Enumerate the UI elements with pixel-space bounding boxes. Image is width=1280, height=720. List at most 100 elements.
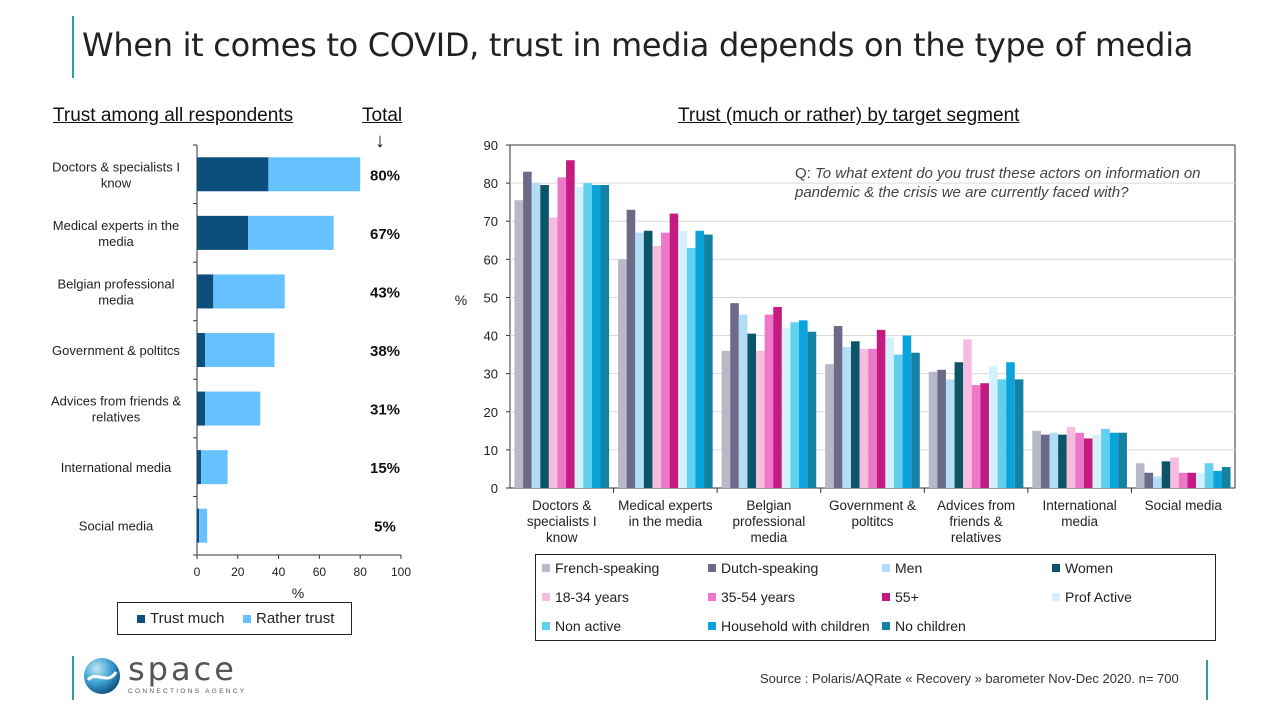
category-label: Doctors & [532,498,591,513]
legend-item: Household with children [708,618,870,634]
bar [1101,428,1110,488]
legend-swatch [1052,593,1060,601]
logo-tagline: CONNECTIONS AGENCY [128,688,247,695]
bar-segment [248,215,334,250]
bar [980,383,989,488]
legend-item: 18-34 years [542,589,629,605]
bar [721,350,731,488]
category-label: Medical experts in the [53,218,179,233]
bar-segment [213,274,285,309]
down-arrow-icon: ↓ [375,130,385,152]
legend-label: 35-54 years [721,589,795,605]
legend-item: Men [882,560,922,576]
x-tick-label: 100 [391,565,411,579]
bar-segment [205,391,261,426]
bar [548,217,558,488]
legend-swatch [882,564,890,572]
legend-swatch [243,614,251,623]
question-text: Q: To what extent do you trust these act… [795,164,1215,202]
bar [842,346,851,488]
bar [1083,438,1093,488]
total-value-label: 38% [370,343,400,360]
bar [540,185,549,488]
bar [1178,472,1188,488]
bar [1153,476,1162,488]
legend-swatch [542,622,550,630]
bar-segment [197,391,206,426]
bar [902,335,912,488]
x-tick-label: 20 [231,565,245,579]
legend-label: Household with children [721,618,870,634]
bar [704,234,713,488]
total-value-label: 31% [370,402,400,419]
legend-label: 18-34 years [555,589,629,605]
x-tick-label: 80 [354,565,368,579]
bar [730,303,739,488]
bar-segment [201,450,228,485]
bar [825,364,834,488]
bar [988,366,998,488]
bar [876,329,886,488]
bar [1058,434,1067,488]
category-label: Belgian [746,498,791,513]
legend-label: Non active [555,618,622,634]
bar [963,339,972,488]
legend-swatch [542,593,550,601]
bar [695,230,705,488]
bar [618,259,627,488]
legend-swatch [1052,564,1060,572]
bar-segment [197,274,214,309]
category-label: in the media [629,514,703,529]
legend-label: Women [1065,560,1113,576]
bar [756,350,765,488]
bar [859,348,869,488]
bar-segment [205,333,275,367]
bar [885,337,894,488]
bar-segment [197,215,248,250]
category-label: specialists I [527,514,597,529]
bar [747,333,757,488]
y-tick-label: 50 [484,290,498,305]
left-chart-legend: Trust much Rather trust [117,602,352,635]
legend-swatch [708,622,716,630]
bar [1014,379,1024,488]
bar [652,245,662,488]
category-label: relatives [951,530,1002,545]
category-label: International [1042,498,1116,513]
bar [643,230,653,488]
bar [894,354,903,488]
legend-label: Trust much [150,610,225,627]
bar-segment [197,508,200,543]
bar [591,185,601,488]
category-label: Advices from friends & [51,394,181,409]
space-logo-icon [84,658,120,694]
bar [574,186,584,488]
category-label: Doctors & specialists I [52,159,180,174]
legend-label: Prof Active [1065,589,1132,605]
legend-swatch [882,622,890,630]
bar [1221,467,1231,488]
category-label: Social media [1145,498,1223,513]
bar [833,326,843,488]
bar [686,247,696,488]
bar [738,314,748,488]
x-axis-label: % [292,585,304,601]
legend-label: French-speaking [555,560,660,576]
y-tick-label: 60 [484,252,498,267]
bar [807,331,817,488]
bar [1066,427,1076,488]
x-tick-label: 40 [272,565,286,579]
legend-swatch [708,564,716,572]
category-label: poltitcs [851,514,893,529]
bar [531,183,541,488]
category-label: media [98,234,134,249]
bar [514,200,524,488]
category-label: professional [733,514,806,529]
total-value-label: 43% [370,284,400,301]
y-tick-label: 40 [484,329,498,344]
total-label: Total [362,105,403,126]
bar [600,185,610,488]
bar [1075,432,1084,488]
category-label: media [98,292,134,307]
question-body: To what extent do you trust these actors… [795,165,1201,201]
